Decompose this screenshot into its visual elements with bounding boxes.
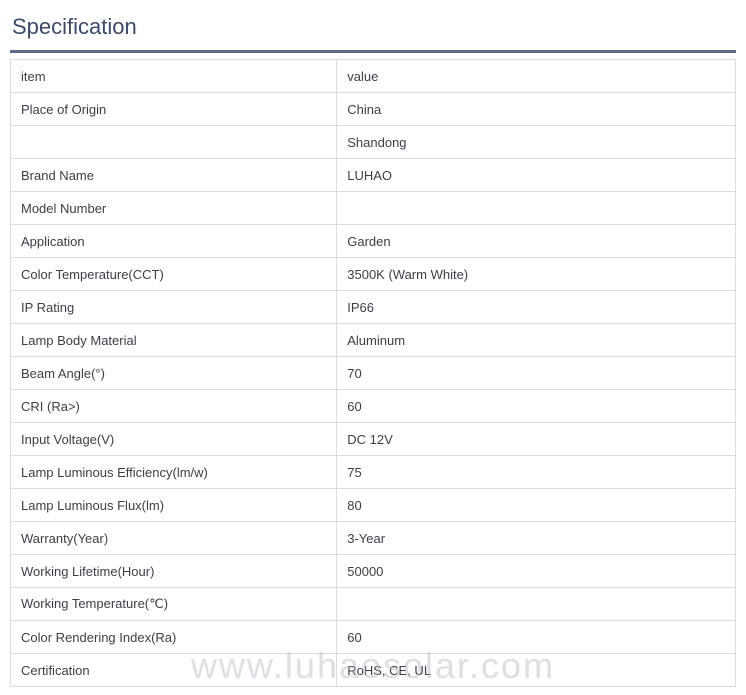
cell-value: 80 [337,489,736,522]
table-row: Warranty(Year)3-Year [11,522,736,555]
cell-item: Model Number [11,192,337,225]
table-row: IP RatingIP66 [11,291,736,324]
cell-item: IP Rating [11,291,337,324]
table-row: Working Temperature(℃) [11,588,736,621]
table-row: Lamp Body MaterialAluminum [11,324,736,357]
cell-item: Lamp Luminous Flux(lm) [11,489,337,522]
table-header-row: item value [11,60,736,93]
cell-item: Lamp Body Material [11,324,337,357]
cell-value: 3500K (Warm White) [337,258,736,291]
cell-item: Certification [11,654,337,687]
table-row: Working Lifetime(Hour)50000 [11,555,736,588]
cell-value: Shandong [337,126,736,159]
section-title: Specification [10,8,736,50]
cell-item: Application [11,225,337,258]
cell-item: Working Temperature(℃) [11,588,337,621]
table-row: Lamp Luminous Flux(lm)80 [11,489,736,522]
cell-item [11,126,337,159]
cell-item: Place of Origin [11,93,337,126]
cell-value: IP66 [337,291,736,324]
col-header-value: value [337,60,736,93]
cell-item: Color Temperature(CCT) [11,258,337,291]
table-row: Lamp Luminous Efficiency(lm/w)75 [11,456,736,489]
cell-item: Lamp Luminous Efficiency(lm/w) [11,456,337,489]
table-row: Color Temperature(CCT)3500K (Warm White) [11,258,736,291]
cell-value: LUHAO [337,159,736,192]
cell-item: Warranty(Year) [11,522,337,555]
cell-item: Color Rendering Index(Ra) [11,621,337,654]
cell-value [337,588,736,621]
cell-value: RoHS, CE, UL [337,654,736,687]
cell-value: 70 [337,357,736,390]
table-row: CertificationRoHS, CE, UL [11,654,736,687]
cell-value: 50000 [337,555,736,588]
table-row: CRI (Ra>)60 [11,390,736,423]
cell-value: 60 [337,390,736,423]
cell-value: 60 [337,621,736,654]
table-row: Brand NameLUHAO [11,159,736,192]
cell-value: China [337,93,736,126]
cell-value: Aluminum [337,324,736,357]
table-row: Place of OriginChina [11,93,736,126]
cell-item: Working Lifetime(Hour) [11,555,337,588]
table-row: Model Number [11,192,736,225]
table-row: Color Rendering Index(Ra)60 [11,621,736,654]
table-row: Beam Angle(°)70 [11,357,736,390]
cell-item: Beam Angle(°) [11,357,337,390]
cell-item: CRI (Ra>) [11,390,337,423]
table-row: Input Voltage(V)DC 12V [11,423,736,456]
cell-value: Garden [337,225,736,258]
title-rule [10,50,736,53]
cell-value: 75 [337,456,736,489]
spec-table: item value Place of OriginChinaShandongB… [10,59,736,687]
table-row: Shandong [11,126,736,159]
cell-value: DC 12V [337,423,736,456]
cell-value [337,192,736,225]
cell-item: Brand Name [11,159,337,192]
col-header-item: item [11,60,337,93]
cell-value: 3-Year [337,522,736,555]
table-row: ApplicationGarden [11,225,736,258]
cell-item: Input Voltage(V) [11,423,337,456]
